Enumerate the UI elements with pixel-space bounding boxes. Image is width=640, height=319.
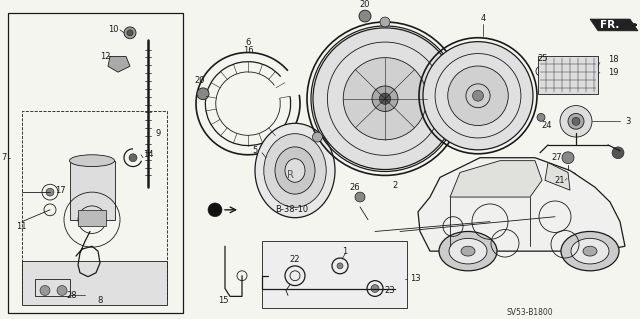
Text: 11: 11 <box>16 222 26 231</box>
Text: SV53-B1800: SV53-B1800 <box>507 308 554 317</box>
Circle shape <box>343 58 427 140</box>
Bar <box>8 13 183 313</box>
Polygon shape <box>450 161 542 197</box>
Circle shape <box>570 175 574 179</box>
Text: 20: 20 <box>360 0 371 9</box>
Circle shape <box>124 27 136 39</box>
Text: 15: 15 <box>218 296 228 305</box>
Text: 12: 12 <box>100 52 110 61</box>
Text: 20: 20 <box>195 76 205 85</box>
Bar <box>22 111 167 300</box>
Bar <box>22 261 167 305</box>
Bar <box>78 210 106 226</box>
Text: 2: 2 <box>392 181 397 190</box>
Circle shape <box>380 17 390 27</box>
Text: R: R <box>287 170 293 181</box>
Ellipse shape <box>439 232 497 271</box>
Text: 19: 19 <box>608 68 618 77</box>
Bar <box>70 161 115 220</box>
Ellipse shape <box>275 147 315 194</box>
Circle shape <box>572 117 580 125</box>
Circle shape <box>472 90 483 101</box>
Circle shape <box>448 66 508 125</box>
Ellipse shape <box>571 238 609 264</box>
Text: 14: 14 <box>143 150 153 159</box>
Text: 24: 24 <box>541 121 552 130</box>
Text: 21: 21 <box>555 176 565 185</box>
Text: 5: 5 <box>252 146 258 155</box>
Circle shape <box>562 152 574 164</box>
Ellipse shape <box>264 134 326 207</box>
Circle shape <box>129 154 137 162</box>
Text: 25: 25 <box>538 54 548 63</box>
Text: 7: 7 <box>1 153 6 162</box>
Bar <box>538 56 598 94</box>
Polygon shape <box>545 163 570 190</box>
Text: 1: 1 <box>342 247 348 256</box>
Circle shape <box>371 285 379 293</box>
Ellipse shape <box>561 232 619 271</box>
Circle shape <box>57 286 67 295</box>
Text: 4: 4 <box>481 13 486 23</box>
Ellipse shape <box>70 155 115 167</box>
Ellipse shape <box>583 246 597 256</box>
Text: 18: 18 <box>608 55 619 64</box>
Text: 17: 17 <box>54 186 65 195</box>
Circle shape <box>537 114 545 121</box>
Circle shape <box>312 132 323 142</box>
Text: B-38-10: B-38-10 <box>275 205 308 214</box>
Circle shape <box>560 106 592 137</box>
Ellipse shape <box>285 159 305 182</box>
Ellipse shape <box>449 238 487 264</box>
Circle shape <box>380 93 391 104</box>
Circle shape <box>447 132 458 142</box>
Circle shape <box>313 28 457 169</box>
Text: 26: 26 <box>349 183 360 192</box>
Circle shape <box>359 10 371 22</box>
Circle shape <box>372 86 398 111</box>
Circle shape <box>127 30 133 36</box>
Polygon shape <box>108 56 130 72</box>
Polygon shape <box>418 158 625 251</box>
Circle shape <box>355 192 365 202</box>
Circle shape <box>337 263 343 269</box>
Circle shape <box>208 203 222 217</box>
Text: 28: 28 <box>67 291 77 300</box>
Text: 13: 13 <box>410 274 420 283</box>
Text: 6: 6 <box>245 38 251 47</box>
Circle shape <box>40 286 50 295</box>
Text: 27: 27 <box>552 153 563 162</box>
Circle shape <box>568 114 584 129</box>
Circle shape <box>87 215 97 225</box>
Bar <box>262 241 407 308</box>
Text: 8: 8 <box>97 296 102 305</box>
Circle shape <box>612 147 624 159</box>
Text: FR.: FR. <box>600 20 620 30</box>
Circle shape <box>423 42 533 150</box>
Text: 23: 23 <box>385 286 396 295</box>
Ellipse shape <box>255 123 335 218</box>
Circle shape <box>46 188 54 196</box>
Text: 3: 3 <box>625 117 630 126</box>
Circle shape <box>197 88 209 100</box>
Text: 10: 10 <box>108 25 118 34</box>
Text: 16: 16 <box>243 46 253 55</box>
Ellipse shape <box>461 246 475 256</box>
Text: 22: 22 <box>290 255 300 263</box>
Polygon shape <box>590 19 638 31</box>
Text: 9: 9 <box>156 129 161 137</box>
Bar <box>35 279 70 296</box>
